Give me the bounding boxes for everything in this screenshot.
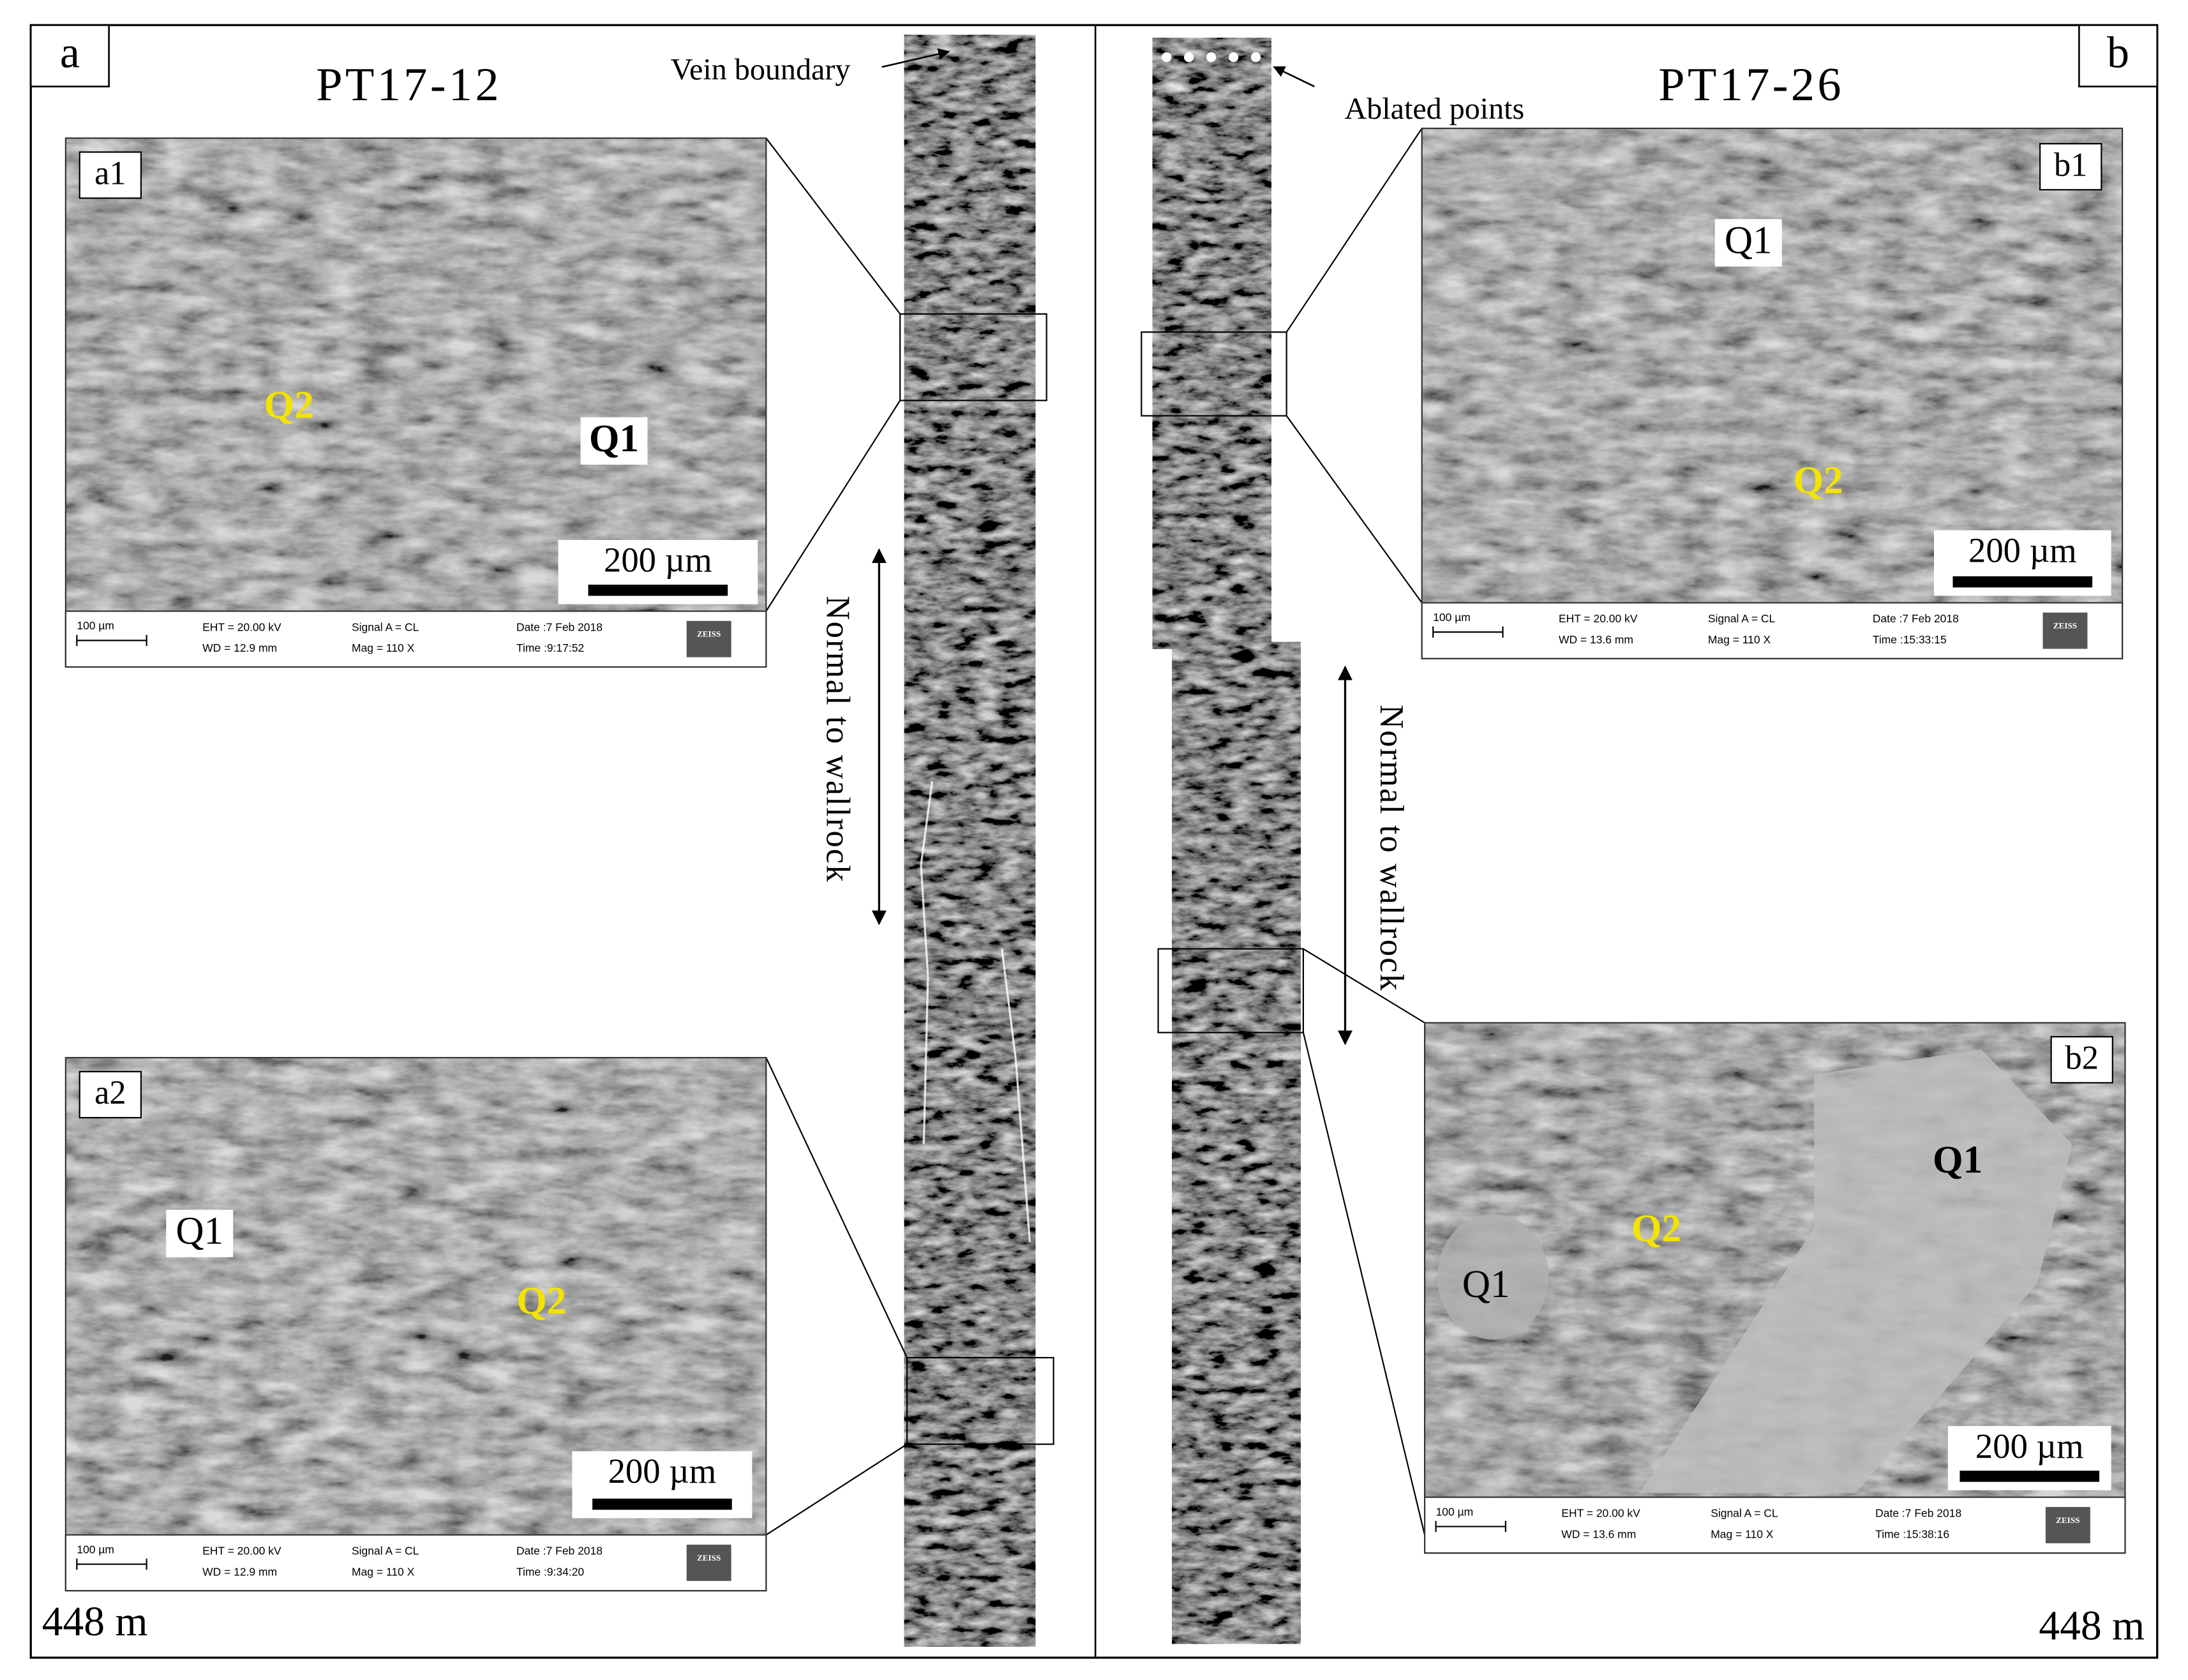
inset-label: b1 <box>2054 146 2087 183</box>
annotation: Vein boundary <box>671 53 851 87</box>
inset-label: a2 <box>94 1074 126 1111</box>
info-scale: 100 µm <box>77 619 114 632</box>
scale-label: 200 µm <box>608 1451 717 1490</box>
scale-label: 200 µm <box>1975 1427 2084 1466</box>
scale-bar <box>1959 1471 2100 1482</box>
annotation-arrow <box>1273 66 1315 87</box>
info-time: Time :9:34:20 <box>516 1565 584 1578</box>
annotation-arrow <box>881 48 950 68</box>
brand-logo <box>2045 1506 2090 1543</box>
brand: ZEISS <box>2056 1515 2079 1525</box>
scale-bar <box>1952 576 2093 588</box>
grain-shape <box>1437 1213 1549 1340</box>
info-wd: WD = 13.6 mm <box>1559 633 1633 646</box>
inset-label: b2 <box>2065 1040 2098 1077</box>
info-signal: Signal A = CL <box>352 1545 419 1557</box>
info-signal: Signal A = CL <box>1708 612 1776 625</box>
phase-label-box <box>1714 219 1782 267</box>
cl-texture <box>65 138 767 611</box>
inset-label-box <box>79 151 142 199</box>
annotation: Ablated points <box>1345 92 1525 126</box>
scale-label: 200 µm <box>1968 530 2077 569</box>
inset-label-box <box>2039 143 2102 191</box>
info-eht: EHT = 20.00 kV <box>1561 1506 1640 1519</box>
vein-crack <box>920 781 1031 1242</box>
info-date: Date :7 Feb 2018 <box>1873 612 1959 625</box>
brand-logo <box>2042 612 2088 649</box>
phase-label-box <box>166 1210 234 1257</box>
info-eht: EHT = 20.00 kV <box>202 620 281 633</box>
info-mag: Mag = 110 X <box>352 641 415 654</box>
info-mag: Mag = 110 X <box>352 1565 415 1578</box>
frame <box>29 24 2159 1659</box>
phase-label: Q2 <box>1793 459 1843 502</box>
info-date: Date :7 Feb 2018 <box>1875 1506 1961 1519</box>
phase-label: Q2 <box>1631 1206 1681 1250</box>
info-wd: WD = 12.9 mm <box>202 641 277 654</box>
info-wd: WD = 13.6 mm <box>1561 1527 1636 1540</box>
inset-label-box <box>79 1070 142 1119</box>
depth-label: 448 m <box>2039 1603 2145 1649</box>
panel-label: b <box>2107 29 2129 78</box>
phase-label: Q2 <box>264 384 314 427</box>
panel-label-box <box>2078 24 2159 87</box>
info-scale: 100 µm <box>1433 611 1471 624</box>
info-mag: Mag = 110 X <box>1711 1527 1774 1540</box>
cl-texture <box>1421 128 2123 603</box>
panel-label: a <box>60 29 80 78</box>
phase-label: Q1 <box>1725 219 1772 262</box>
phase-label: Q1 <box>1933 1138 1982 1181</box>
info-bar <box>64 1534 767 1592</box>
info-scale: 100 µm <box>77 1543 114 1556</box>
direction-label: Normal to wallrock <box>819 596 856 883</box>
info-scale: 100 µm <box>1436 1505 1474 1518</box>
info-date: Date :7 Feb 2018 <box>516 620 603 633</box>
phase-label: Q1 <box>176 1210 223 1253</box>
brand-logo <box>686 620 731 657</box>
phase-label: Q1 <box>1462 1263 1510 1306</box>
brand: ZEISS <box>697 629 721 639</box>
cl-strip <box>904 34 1036 1647</box>
depth-label: 448 m <box>42 1599 148 1645</box>
info-signal: Signal A = CL <box>1711 1506 1778 1519</box>
grain-shape <box>1639 1049 2072 1494</box>
phase-label-box <box>580 417 648 465</box>
info-time: Time :15:33:15 <box>1873 633 1947 646</box>
brand-logo <box>686 1544 731 1581</box>
info-time: Time :15:38:16 <box>1875 1527 1949 1540</box>
brand: ZEISS <box>697 1553 721 1563</box>
info-mag: Mag = 110 X <box>1708 633 1771 646</box>
info-bar <box>1424 1496 2126 1554</box>
scale-bar <box>588 584 728 596</box>
scale-bar <box>592 1498 732 1510</box>
inset-label: a1 <box>94 155 126 192</box>
phase-label: Q1 <box>589 417 639 460</box>
zoom-boxes <box>765 128 1426 1536</box>
info-wd: WD = 12.9 mm <box>202 1565 277 1578</box>
cl-strip <box>1172 641 1301 1644</box>
ablation-dots <box>1162 52 1261 63</box>
sample-id: PT17-12 <box>316 59 502 111</box>
scale-label: 200 µm <box>604 541 712 580</box>
info-eht: EHT = 20.00 kV <box>1559 612 1638 625</box>
info-bar <box>64 610 767 668</box>
brand: ZEISS <box>2053 621 2077 631</box>
cl-strip <box>1152 38 1271 649</box>
info-bar <box>1421 602 2124 659</box>
info-time: Time :9:17:52 <box>516 641 584 654</box>
info-signal: Signal A = CL <box>352 620 419 633</box>
panel-label-box <box>29 24 110 87</box>
info-date: Date :7 Feb 2018 <box>516 1545 603 1557</box>
direction-label: Normal to wallrock <box>1373 705 1410 992</box>
phase-label: Q2 <box>516 1279 566 1323</box>
sample-id: PT17-26 <box>1658 59 1844 111</box>
inset-label-box <box>2050 1036 2113 1084</box>
info-eht: EHT = 20.00 kV <box>202 1545 281 1557</box>
